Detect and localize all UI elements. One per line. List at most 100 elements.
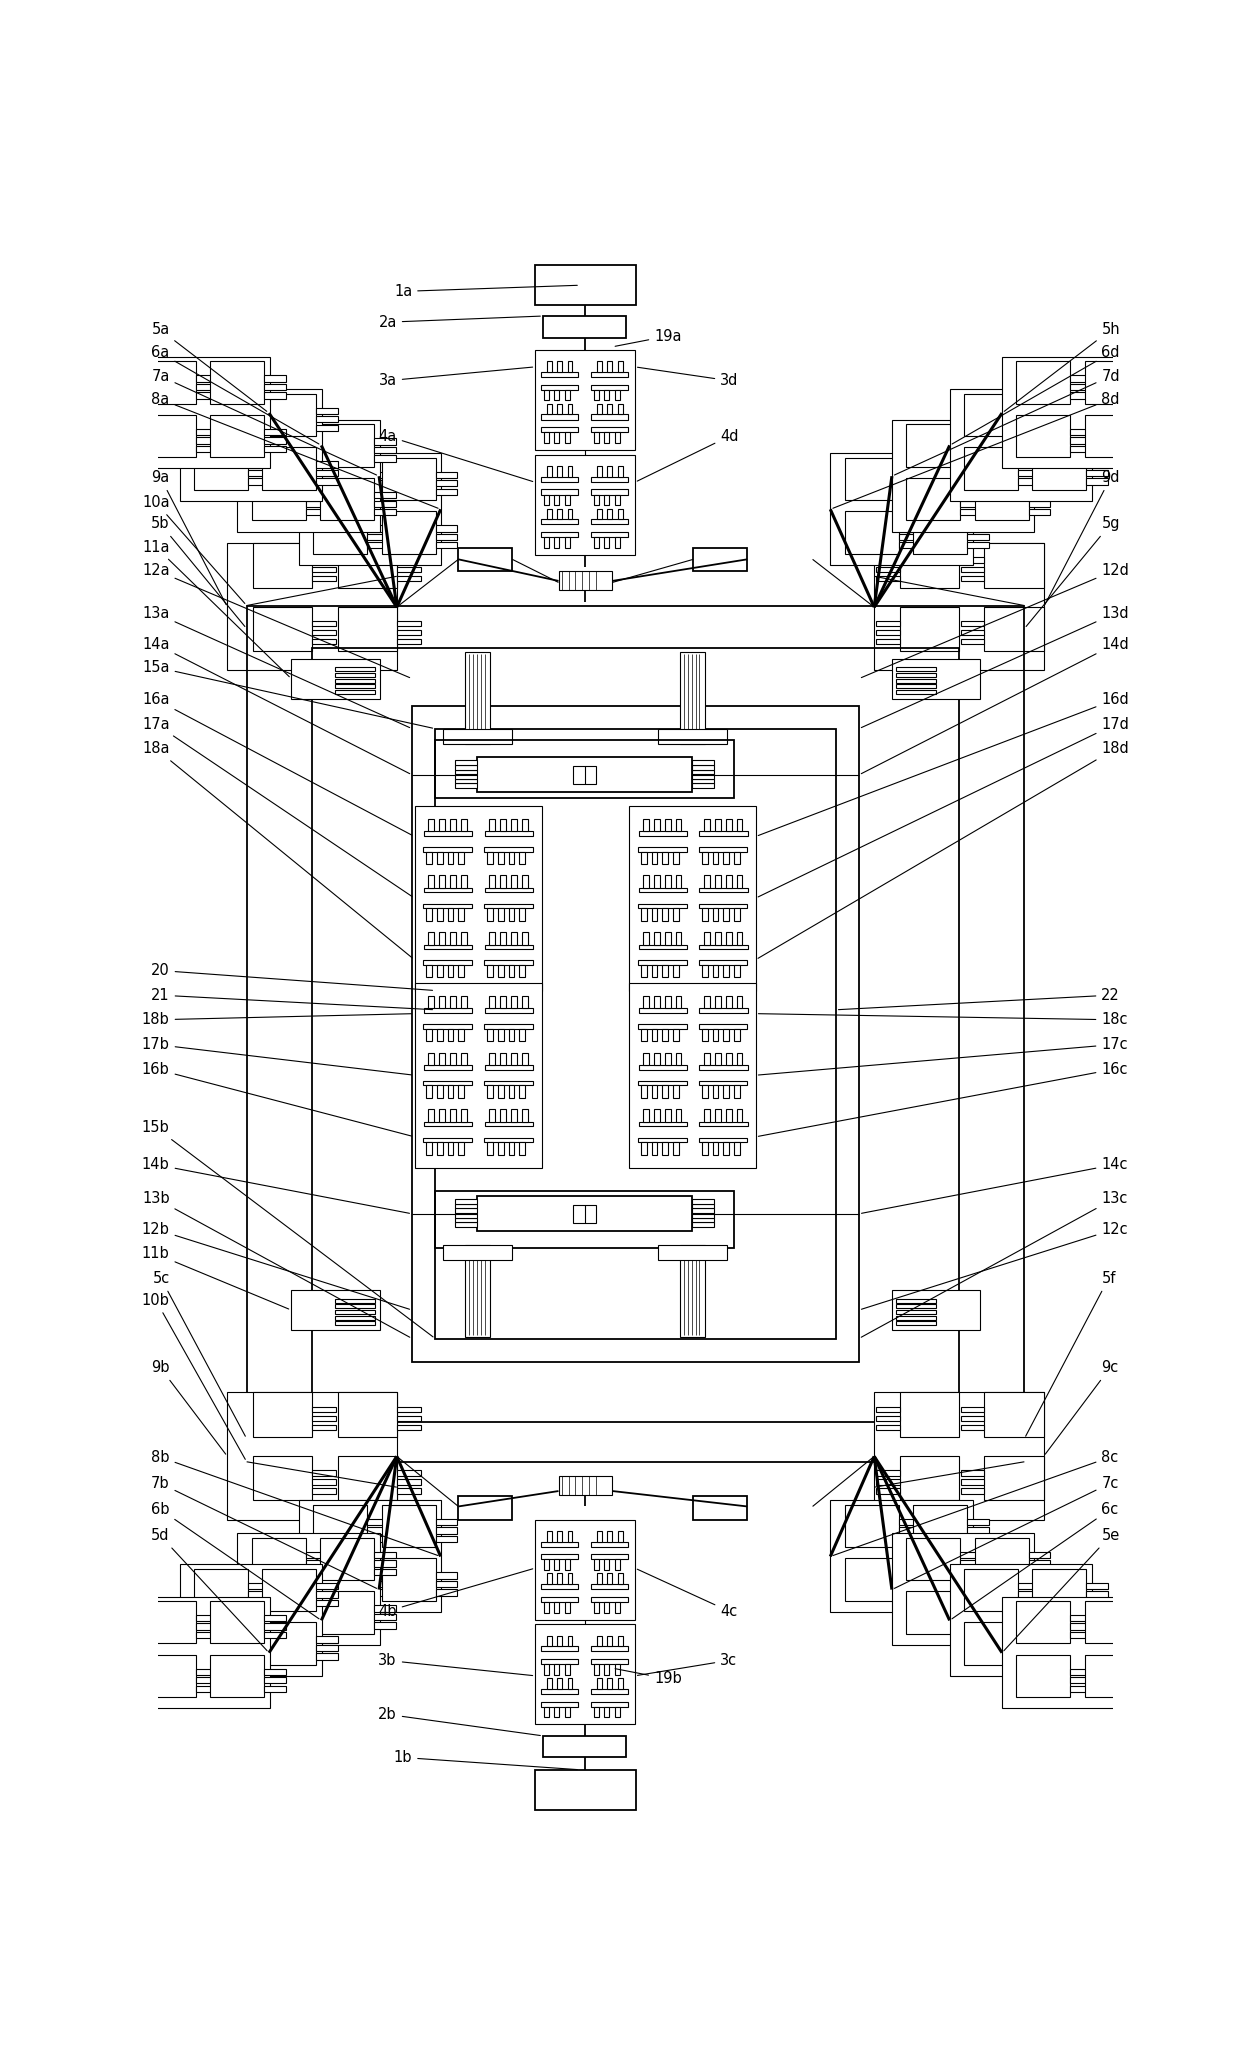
Bar: [596, 1573, 601, 1583]
Text: 5b: 5b: [151, 516, 244, 627]
Bar: [967, 1581, 988, 1587]
Bar: [1029, 1622, 1050, 1628]
Bar: [618, 1573, 622, 1583]
Bar: [1017, 362, 1070, 403]
Bar: [237, 419, 379, 533]
Bar: [252, 1591, 306, 1635]
Bar: [508, 1143, 515, 1155]
Bar: [630, 806, 756, 991]
Bar: [374, 1606, 396, 1612]
Bar: [1086, 407, 1109, 413]
Text: 19b: 19b: [615, 1669, 682, 1686]
Bar: [899, 479, 920, 487]
Bar: [699, 1123, 748, 1127]
Bar: [374, 491, 396, 498]
Bar: [448, 1028, 454, 1040]
Bar: [596, 467, 601, 477]
Bar: [1017, 1655, 1070, 1696]
Bar: [312, 1480, 336, 1484]
Bar: [665, 876, 671, 888]
Bar: [967, 1519, 988, 1526]
Bar: [429, 1110, 434, 1123]
Bar: [264, 1669, 285, 1676]
Bar: [961, 621, 985, 627]
Bar: [435, 1573, 458, 1579]
Bar: [630, 983, 756, 1168]
Bar: [723, 1028, 729, 1040]
Text: 5d: 5d: [151, 1528, 267, 1651]
Bar: [963, 1569, 1018, 1612]
Bar: [312, 576, 336, 582]
Bar: [306, 1614, 327, 1620]
Bar: [591, 533, 629, 537]
Bar: [424, 1065, 472, 1069]
Bar: [439, 1053, 445, 1065]
Text: 18a: 18a: [143, 742, 413, 958]
Bar: [210, 1655, 264, 1696]
Bar: [899, 535, 920, 541]
Bar: [554, 1706, 559, 1717]
Bar: [653, 931, 660, 944]
Bar: [604, 1558, 609, 1571]
Bar: [312, 567, 336, 572]
Bar: [639, 905, 687, 909]
Bar: [899, 1581, 920, 1587]
Bar: [508, 909, 515, 921]
Bar: [312, 1406, 336, 1412]
Bar: [429, 1053, 434, 1065]
Bar: [653, 876, 660, 888]
Bar: [316, 1637, 339, 1643]
Text: 4a: 4a: [378, 428, 533, 481]
Bar: [397, 576, 420, 582]
Text: 9b: 9b: [151, 1361, 226, 1454]
Bar: [248, 415, 269, 421]
Bar: [604, 391, 609, 401]
Bar: [253, 607, 312, 652]
Bar: [414, 983, 542, 1168]
Bar: [541, 372, 578, 376]
Bar: [320, 479, 374, 520]
Bar: [485, 888, 533, 892]
Bar: [639, 1123, 687, 1127]
Bar: [264, 393, 285, 399]
Bar: [737, 876, 743, 888]
Bar: [1070, 1678, 1092, 1684]
Bar: [906, 424, 960, 467]
Bar: [734, 964, 740, 977]
Bar: [500, 818, 506, 831]
Bar: [196, 393, 217, 399]
Bar: [967, 479, 988, 487]
Bar: [1018, 1637, 1039, 1643]
Bar: [557, 508, 562, 520]
Text: 3c: 3c: [637, 1653, 738, 1676]
Bar: [591, 384, 629, 391]
Bar: [591, 1542, 629, 1546]
Bar: [594, 537, 599, 547]
Text: 17c: 17c: [759, 1036, 1128, 1075]
Bar: [618, 1637, 622, 1647]
Bar: [439, 931, 445, 944]
Bar: [565, 432, 569, 442]
Bar: [425, 1143, 432, 1155]
Bar: [665, 995, 671, 1007]
Bar: [961, 1470, 985, 1476]
Bar: [248, 1583, 269, 1589]
Bar: [899, 1392, 959, 1437]
Bar: [429, 818, 434, 831]
Bar: [414, 806, 542, 991]
Bar: [1018, 479, 1039, 485]
Bar: [651, 1143, 657, 1155]
Bar: [591, 1702, 629, 1706]
Bar: [702, 1143, 708, 1155]
Bar: [436, 964, 443, 977]
Bar: [367, 1573, 389, 1579]
Bar: [662, 909, 668, 921]
Bar: [522, 818, 528, 831]
Bar: [367, 1589, 389, 1595]
Bar: [448, 909, 454, 921]
Bar: [248, 1591, 269, 1598]
Text: 3d: 3d: [637, 368, 739, 389]
Bar: [975, 479, 1029, 520]
Bar: [662, 964, 668, 977]
Bar: [423, 960, 471, 964]
